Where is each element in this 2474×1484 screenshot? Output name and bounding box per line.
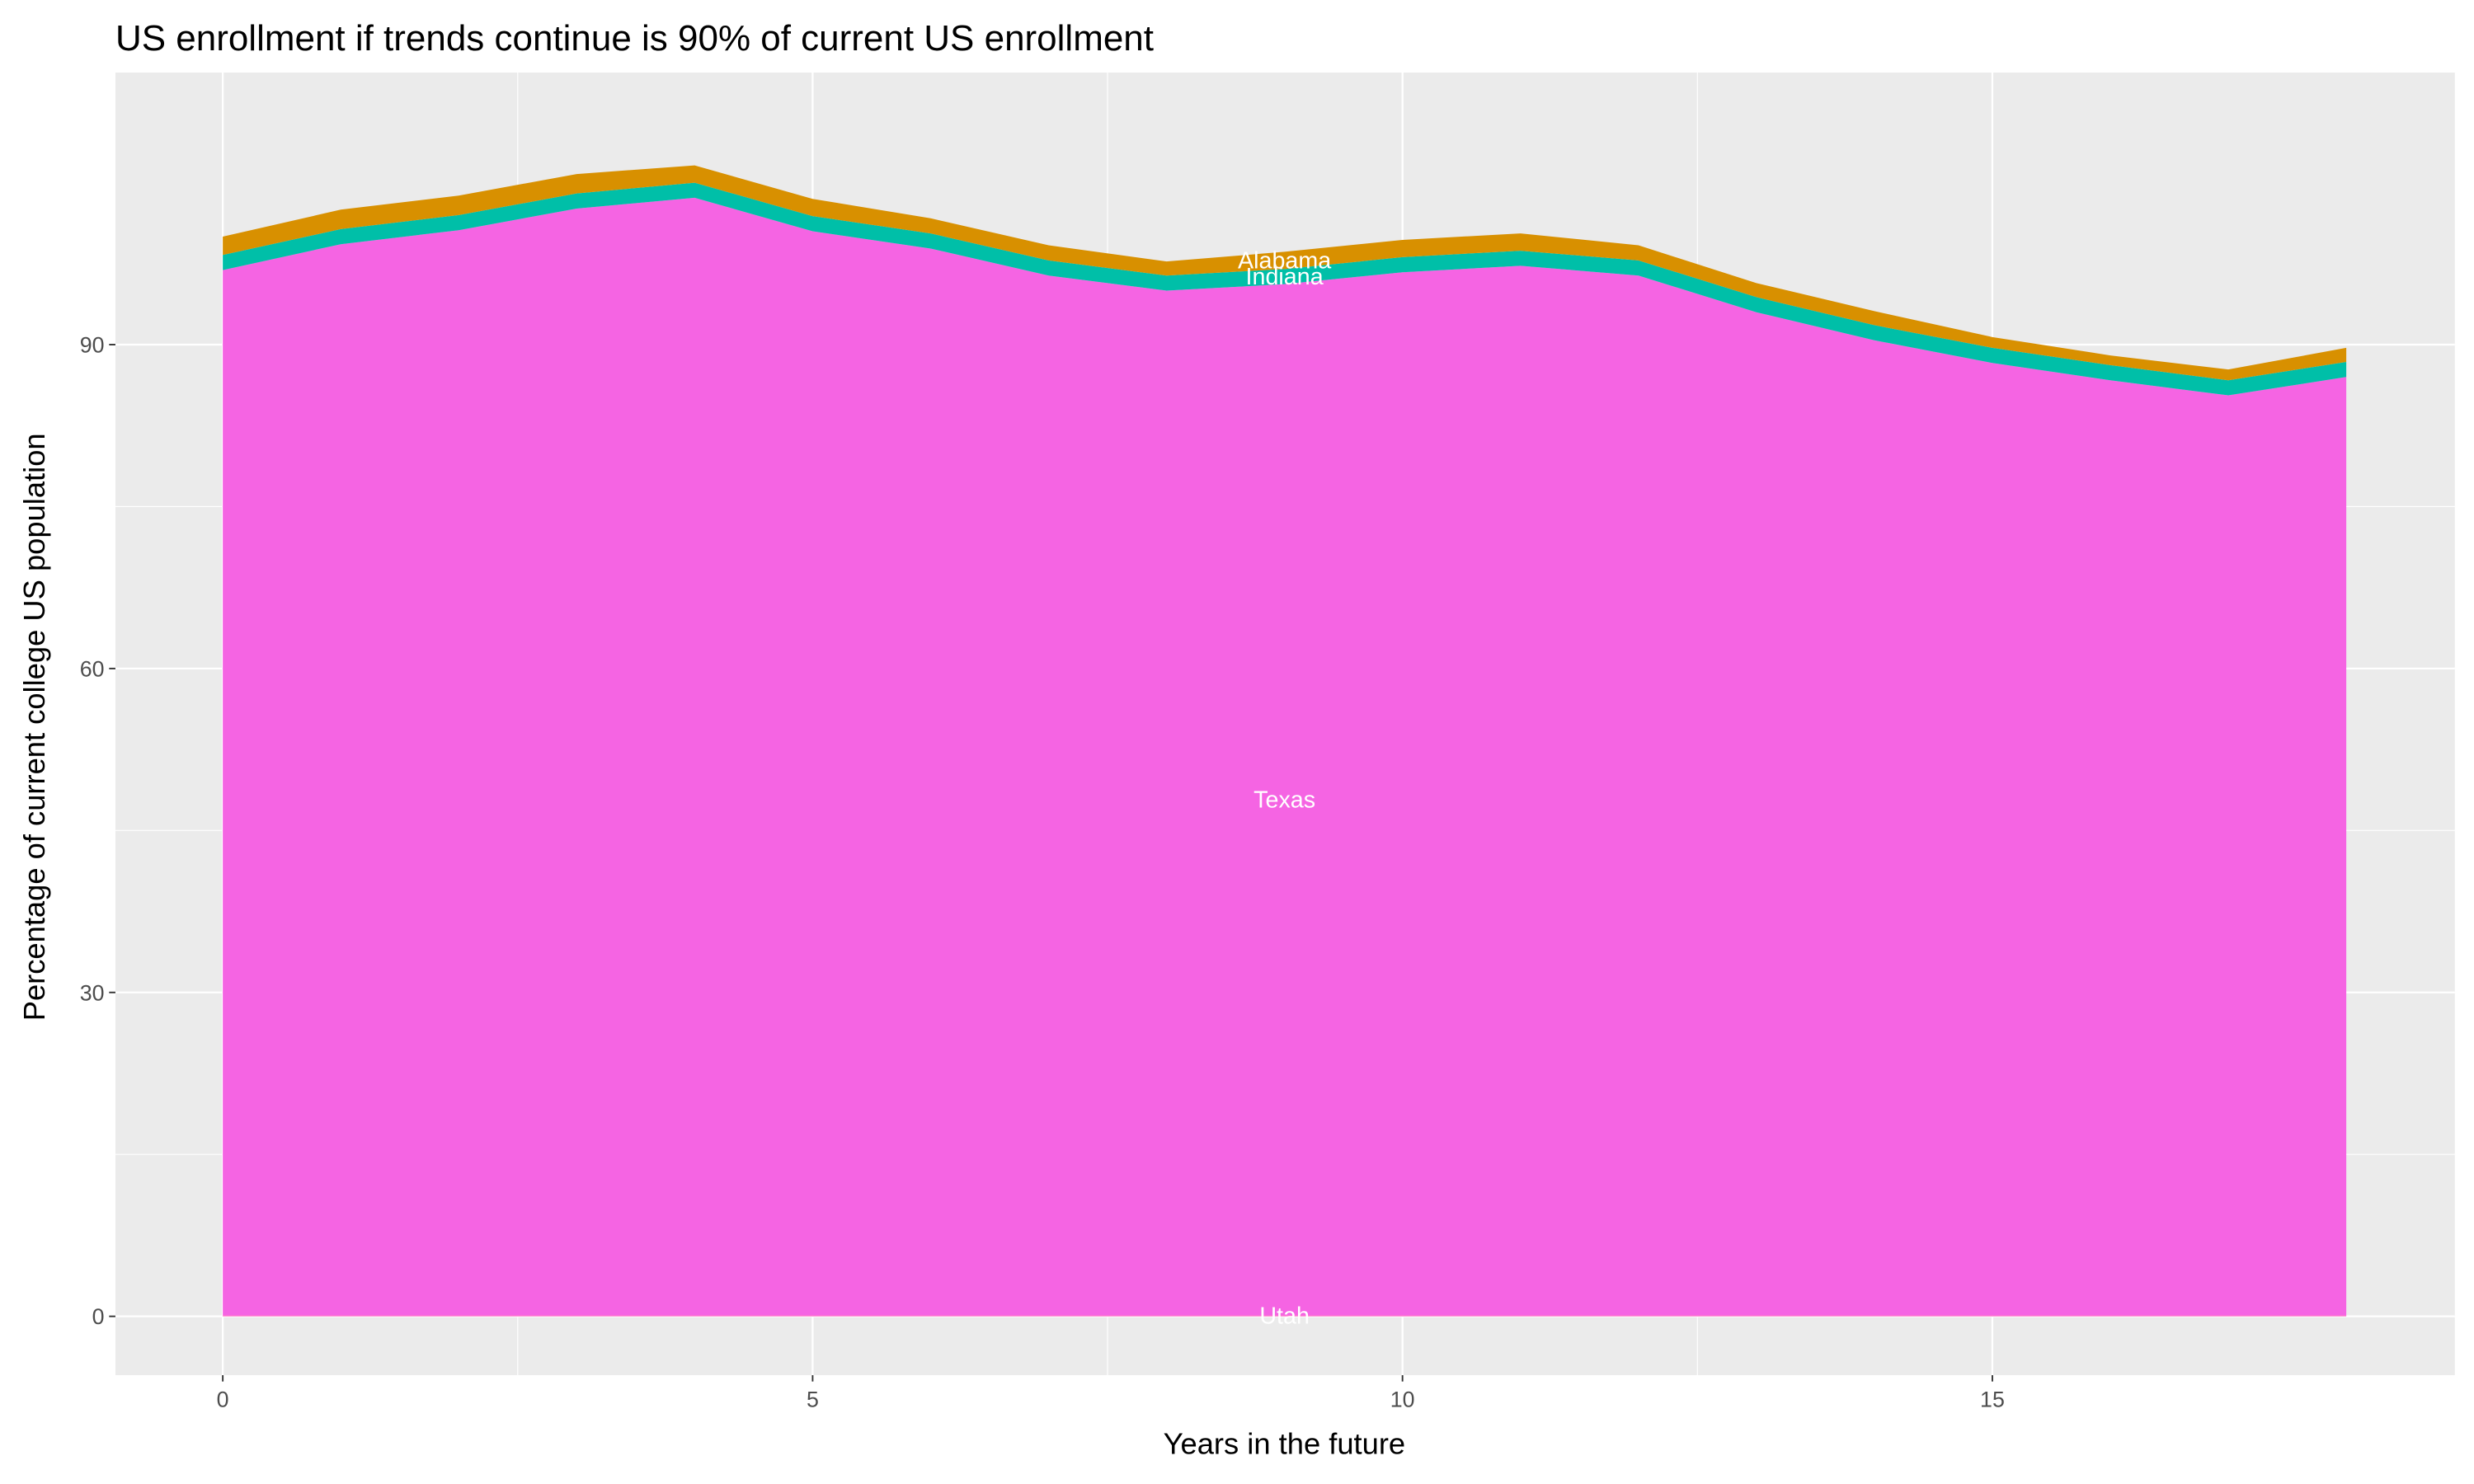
- x-tick-label: 15: [1980, 1387, 2005, 1411]
- area-label: Indiana: [1246, 264, 1324, 290]
- x-axis-title: Years in the future: [1164, 1427, 1406, 1461]
- area: [223, 197, 2347, 1316]
- area-label: Texas: [1253, 787, 1315, 814]
- x-tick-label: 10: [1390, 1387, 1415, 1411]
- y-tick-label: 0: [92, 1304, 105, 1329]
- area: [223, 182, 2347, 396]
- x-tick-label: 0: [217, 1387, 229, 1411]
- y-axis-title: Percentage of current college US populat…: [17, 433, 51, 1021]
- area: [223, 165, 2347, 381]
- area-label: Alabama: [1238, 247, 1331, 274]
- chart-title: US enrollment if trends continue is 90% …: [115, 18, 1154, 59]
- area: [223, 1315, 2347, 1317]
- area-label: Utah: [1259, 1303, 1310, 1330]
- y-tick-label: 60: [80, 656, 105, 681]
- x-tick-label: 5: [807, 1387, 819, 1411]
- y-tick-label: 90: [80, 333, 105, 358]
- y-tick-label: 30: [80, 980, 105, 1005]
